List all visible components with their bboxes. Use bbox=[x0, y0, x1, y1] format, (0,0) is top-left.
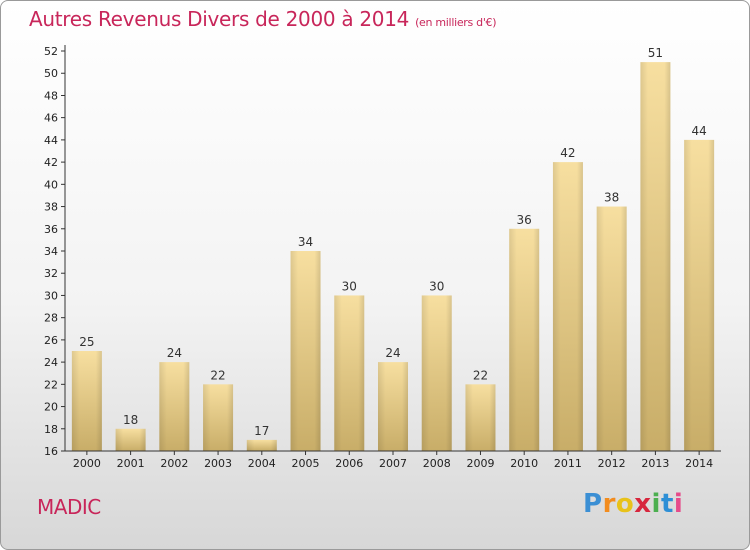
logo-letter: P bbox=[583, 489, 603, 519]
logo-letter: r bbox=[602, 489, 616, 519]
x-tick-label: 2008 bbox=[423, 457, 451, 470]
bar-shade bbox=[465, 384, 496, 451]
bar-shade bbox=[596, 206, 627, 451]
data-label: 34 bbox=[298, 235, 313, 249]
bar-shade bbox=[203, 384, 234, 451]
x-tick-label: 2014 bbox=[685, 457, 713, 470]
title-unit: (en milliers d'€) bbox=[415, 16, 497, 29]
bar-shade bbox=[684, 139, 715, 451]
title-text: Autres Revenus Divers de 2000 à 2014 bbox=[29, 7, 410, 31]
logo-letter: o bbox=[615, 489, 635, 519]
y-tick-label: 32 bbox=[44, 267, 58, 280]
commune-name: MADIC bbox=[37, 495, 101, 519]
data-label: 42 bbox=[560, 146, 575, 160]
bar-shade bbox=[421, 295, 452, 451]
logo-letter: t bbox=[660, 489, 674, 519]
data-label: 22 bbox=[473, 368, 488, 382]
y-tick-label: 42 bbox=[44, 156, 58, 169]
bar-shade bbox=[552, 162, 583, 451]
y-tick-label: 40 bbox=[44, 178, 58, 191]
data-label: 36 bbox=[517, 213, 532, 227]
y-tick-label: 48 bbox=[44, 89, 58, 102]
bar-shade bbox=[71, 351, 102, 451]
logo-letter: x bbox=[634, 489, 652, 519]
y-tick-label: 26 bbox=[44, 334, 58, 347]
y-tick-label: 52 bbox=[44, 45, 58, 58]
x-tick-label: 2012 bbox=[598, 457, 626, 470]
data-label: 30 bbox=[342, 279, 357, 293]
bar-shade bbox=[246, 439, 277, 451]
bar-shade bbox=[509, 228, 540, 451]
data-label: 44 bbox=[691, 124, 706, 138]
y-tick-label: 46 bbox=[44, 112, 58, 125]
y-tick-label: 22 bbox=[44, 378, 58, 391]
y-tick-label: 18 bbox=[44, 423, 58, 436]
data-label: 22 bbox=[210, 368, 225, 382]
data-labels-layer: 25 18 24 22 17 34 30 24 30 22 36 42 38 51 44 bbox=[79, 46, 707, 438]
y-tick-label: 30 bbox=[44, 289, 58, 302]
x-tick-label: 2011 bbox=[554, 457, 582, 470]
y-tick-label: 16 bbox=[44, 445, 58, 458]
x-tick-label: 2009 bbox=[466, 457, 494, 470]
proxiti-logo: Proxiti bbox=[583, 489, 683, 519]
axes-layer: 2000 2001 2002 2003 2004 2005 2006 2007 2008 2009… bbox=[44, 45, 721, 470]
logo-letter: i bbox=[651, 489, 661, 519]
bar-shade bbox=[115, 428, 146, 451]
data-label: 24 bbox=[167, 346, 182, 360]
x-tick-label: 2007 bbox=[379, 457, 407, 470]
x-tick-label: 2001 bbox=[117, 457, 145, 470]
bar-shade bbox=[378, 362, 408, 451]
y-tick-label: 34 bbox=[44, 245, 58, 258]
y-tick-label: 36 bbox=[44, 223, 58, 236]
bar-shade bbox=[640, 62, 671, 451]
y-tick-label: 50 bbox=[44, 67, 58, 80]
chart-title: Autres Revenus Divers de 2000 à 2014 (en … bbox=[29, 7, 497, 31]
bar-shade bbox=[290, 251, 321, 451]
data-label: 38 bbox=[604, 191, 619, 205]
x-tick-label: 2002 bbox=[160, 457, 188, 470]
logo-letter: i bbox=[673, 489, 684, 519]
x-tick-label: 2005 bbox=[292, 457, 320, 470]
y-tick-label: 44 bbox=[44, 134, 58, 147]
x-tick-label: 2010 bbox=[510, 457, 538, 470]
data-label: 25 bbox=[79, 335, 94, 349]
data-label: 51 bbox=[648, 46, 663, 60]
y-tick-label: 28 bbox=[44, 312, 58, 325]
y-tick-label: 20 bbox=[44, 401, 58, 414]
x-tick-label: 2003 bbox=[204, 457, 232, 470]
x-tick-label: 2004 bbox=[248, 457, 276, 470]
x-tick-label: 2006 bbox=[335, 457, 363, 470]
y-tick-label: 24 bbox=[44, 356, 58, 369]
bar-shade bbox=[334, 295, 365, 451]
data-label: 17 bbox=[254, 424, 269, 438]
y-tick-label: 38 bbox=[44, 201, 58, 214]
bars-layer bbox=[71, 62, 715, 451]
data-label: 18 bbox=[123, 413, 138, 427]
x-tick-label: 2013 bbox=[641, 457, 669, 470]
data-label: 30 bbox=[429, 279, 444, 293]
data-label: 24 bbox=[385, 346, 400, 360]
bar-shade bbox=[159, 362, 190, 451]
x-tick-label: 2000 bbox=[73, 457, 101, 470]
